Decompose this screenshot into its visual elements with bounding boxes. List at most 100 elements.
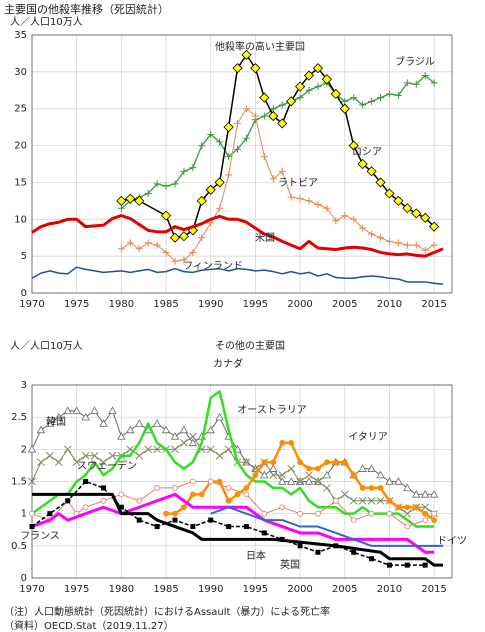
marker <box>286 96 297 107</box>
marker <box>386 562 392 568</box>
marker <box>135 245 143 253</box>
series-line <box>31 266 444 285</box>
marker <box>366 166 377 177</box>
marker <box>288 439 295 446</box>
series-line <box>32 492 444 567</box>
marker <box>234 145 242 153</box>
marker <box>287 193 295 201</box>
series-label: ラトビア <box>278 177 318 189</box>
marker <box>402 203 413 214</box>
marker <box>172 510 178 517</box>
marker <box>261 459 268 466</box>
marker <box>207 131 215 139</box>
marker <box>422 562 428 568</box>
marker <box>90 451 99 460</box>
marker <box>394 477 403 485</box>
marker <box>252 472 259 478</box>
marker <box>250 63 261 74</box>
marker <box>322 470 332 479</box>
y-tick-label: 35 <box>14 30 27 41</box>
marker <box>188 432 197 441</box>
marker <box>215 412 224 421</box>
marker <box>323 484 331 492</box>
marker <box>305 197 313 205</box>
marker <box>154 524 160 530</box>
marker <box>162 248 170 256</box>
x-tick-label: 1995 <box>243 299 268 310</box>
marker <box>54 458 63 467</box>
marker <box>65 498 71 504</box>
series-line <box>31 214 444 258</box>
marker <box>117 245 125 253</box>
marker <box>385 90 393 98</box>
x-tick-label: 1970 <box>19 584 44 595</box>
x-tick-label: 1985 <box>153 584 178 595</box>
marker <box>260 470 269 479</box>
marker <box>126 425 135 434</box>
marker <box>126 239 134 247</box>
series-line <box>31 390 435 528</box>
x-tick-label: 1990 <box>198 299 223 310</box>
marker <box>134 195 145 206</box>
marker <box>99 458 108 467</box>
marker <box>359 485 366 491</box>
marker <box>268 111 279 122</box>
series-label: イタリア <box>348 431 388 443</box>
marker <box>260 112 268 120</box>
marker <box>332 459 339 466</box>
marker <box>261 510 268 517</box>
source: （資料）OECD.Stat（2019.11.27） <box>4 619 174 632</box>
marker <box>421 72 429 80</box>
y-tick-label: 5 <box>21 251 27 262</box>
marker <box>242 105 250 113</box>
marker <box>404 523 411 530</box>
marker <box>421 246 429 254</box>
chart-title: 他殺率の高い主要国 <box>215 40 305 53</box>
marker <box>420 212 431 223</box>
series-line <box>210 506 444 547</box>
y-tick-label: 0 <box>21 573 27 584</box>
marker <box>243 485 250 491</box>
marker <box>28 477 36 486</box>
x-tick-label: 2010 <box>377 584 402 595</box>
marker <box>296 477 304 486</box>
marker <box>226 524 232 530</box>
marker <box>100 497 107 504</box>
marker <box>136 497 143 504</box>
marker <box>171 445 179 454</box>
marker <box>295 81 306 92</box>
marker <box>358 496 367 505</box>
marker <box>306 465 312 472</box>
marker <box>403 509 412 518</box>
marker <box>430 241 438 249</box>
plot-frame <box>31 34 453 294</box>
marker <box>351 549 357 555</box>
marker <box>315 549 321 555</box>
marker <box>135 451 144 460</box>
marker <box>198 142 206 150</box>
marker <box>368 485 375 491</box>
marker <box>314 477 322 486</box>
marker <box>144 445 153 454</box>
marker <box>297 459 303 466</box>
marker <box>279 439 286 446</box>
marker <box>206 425 215 434</box>
series-line <box>121 54 435 239</box>
marker <box>333 543 339 549</box>
marker <box>225 497 232 504</box>
marker <box>153 445 161 454</box>
series-label: カナダ <box>213 357 243 370</box>
y-tick-label: 1 <box>21 509 27 520</box>
x-tick-label: 2005 <box>332 584 357 595</box>
marker <box>205 184 216 195</box>
marker <box>178 231 189 242</box>
marker <box>421 490 430 498</box>
marker <box>251 112 259 120</box>
x-tick-label: 2000 <box>287 299 312 310</box>
marker <box>412 241 420 249</box>
marker <box>358 464 367 472</box>
marker <box>377 234 385 242</box>
marker <box>161 425 171 434</box>
x-tick-label: 1975 <box>64 584 89 595</box>
marker <box>368 230 376 238</box>
